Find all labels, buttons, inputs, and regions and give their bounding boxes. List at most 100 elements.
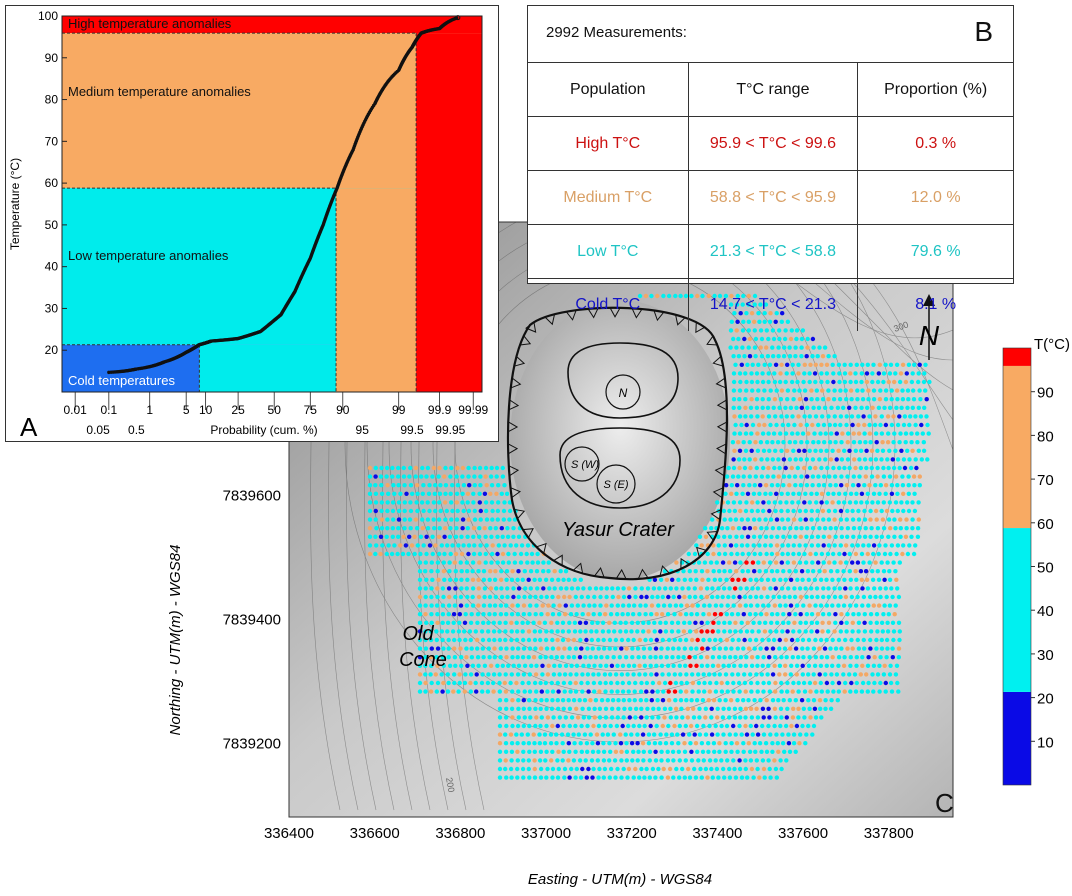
measurement-point bbox=[419, 500, 425, 505]
measurement-point bbox=[815, 629, 820, 634]
measurement-point bbox=[874, 646, 879, 651]
measurement-point bbox=[652, 741, 658, 746]
measurement-point bbox=[638, 603, 643, 608]
measurement-point bbox=[367, 474, 373, 479]
measurement-point bbox=[686, 551, 691, 557]
measurement-point bbox=[567, 620, 572, 625]
measurement-point bbox=[741, 741, 746, 746]
measurement-point bbox=[707, 637, 712, 643]
measurement-point bbox=[711, 620, 716, 625]
measurement-point bbox=[772, 500, 777, 505]
measurement-point bbox=[895, 543, 901, 548]
range-cell: 58.8 < T°C < 95.9 bbox=[687, 170, 858, 225]
measurement-point bbox=[435, 569, 440, 574]
measurement-point bbox=[715, 715, 720, 720]
measurement-point bbox=[599, 698, 605, 703]
measurement-point bbox=[694, 612, 700, 617]
proportion-cell: 12.0 % bbox=[857, 170, 1013, 225]
measurement-point bbox=[754, 371, 760, 376]
measurement-point bbox=[813, 414, 819, 419]
measurement-point bbox=[654, 663, 659, 668]
measurement-point bbox=[875, 672, 881, 677]
measurement-point bbox=[794, 405, 799, 410]
measurement-point bbox=[761, 500, 766, 505]
measurement-point bbox=[529, 663, 534, 668]
measurement-point bbox=[743, 689, 748, 694]
measurement-point bbox=[557, 715, 562, 720]
measurement-point bbox=[447, 534, 453, 539]
measurement-point bbox=[682, 749, 688, 754]
measurement-point bbox=[605, 698, 610, 703]
measurement-point bbox=[767, 362, 773, 367]
measurement-point bbox=[717, 646, 723, 651]
measurement-point bbox=[578, 741, 583, 746]
measurement-point bbox=[808, 715, 813, 720]
measurement-point bbox=[509, 741, 515, 746]
measurement-point bbox=[652, 732, 657, 737]
measurement-point bbox=[545, 672, 551, 677]
measurement-point bbox=[672, 689, 678, 694]
measurement-point bbox=[861, 560, 866, 565]
measurement-point bbox=[542, 741, 548, 746]
measurement-point bbox=[856, 646, 862, 651]
measurement-point bbox=[865, 551, 870, 557]
measurement-point bbox=[688, 663, 693, 668]
measurement-point bbox=[457, 620, 462, 625]
measurement-point bbox=[857, 457, 862, 462]
measurement-point bbox=[673, 698, 678, 703]
measurement-point bbox=[615, 612, 620, 617]
measurement-point bbox=[761, 766, 767, 772]
measurement-point bbox=[512, 551, 517, 557]
measurement-point bbox=[924, 414, 929, 419]
measurement-point bbox=[710, 663, 716, 668]
measurement-point bbox=[407, 517, 413, 522]
measurement-point bbox=[671, 646, 676, 651]
measurement-point bbox=[587, 586, 592, 591]
measurement-point bbox=[610, 594, 615, 600]
measurement-point bbox=[620, 689, 626, 694]
measurement-point bbox=[723, 698, 728, 703]
contour-line bbox=[388, 222, 852, 695]
measurement-point bbox=[754, 672, 759, 677]
measurement-point bbox=[639, 766, 644, 772]
measurement-point bbox=[873, 508, 879, 514]
measurement-point bbox=[754, 405, 760, 410]
measurement-point bbox=[803, 491, 808, 496]
measurement-point bbox=[856, 612, 861, 617]
measurement-point bbox=[445, 672, 450, 677]
measurement-point bbox=[509, 749, 515, 754]
measurement-point bbox=[758, 551, 763, 557]
measurement-point bbox=[721, 706, 726, 711]
measurement-point bbox=[662, 680, 668, 686]
measurement-point bbox=[794, 526, 799, 531]
measurement-point bbox=[868, 457, 873, 462]
measurement-point bbox=[759, 526, 764, 531]
measurement-point bbox=[656, 706, 661, 711]
measurement-point bbox=[504, 723, 509, 729]
measurement-point bbox=[408, 483, 414, 488]
measurement-point bbox=[641, 655, 647, 660]
measurement-point bbox=[836, 448, 841, 453]
measurement-point bbox=[818, 603, 824, 608]
measurement-point bbox=[862, 422, 867, 428]
measurement-point bbox=[694, 646, 699, 651]
measurement-point bbox=[424, 620, 429, 625]
measurement-point bbox=[881, 500, 886, 505]
measurement-point bbox=[535, 560, 541, 565]
measurement-point bbox=[748, 465, 753, 471]
measurement-point bbox=[821, 517, 826, 522]
measurement-point bbox=[548, 741, 554, 746]
measurement-point bbox=[664, 577, 670, 582]
measurement-point bbox=[723, 741, 728, 746]
measurement-point bbox=[749, 448, 754, 453]
measurement-point bbox=[664, 655, 669, 660]
measurement-point bbox=[396, 517, 402, 522]
measurement-point bbox=[816, 483, 821, 488]
measurement-point bbox=[555, 698, 560, 703]
measurement-point bbox=[721, 586, 727, 591]
measurement-point bbox=[813, 655, 818, 660]
measurement-point bbox=[726, 594, 731, 600]
measurement-point bbox=[820, 508, 826, 514]
measurement-point bbox=[739, 362, 744, 367]
measurement-point bbox=[809, 629, 814, 634]
